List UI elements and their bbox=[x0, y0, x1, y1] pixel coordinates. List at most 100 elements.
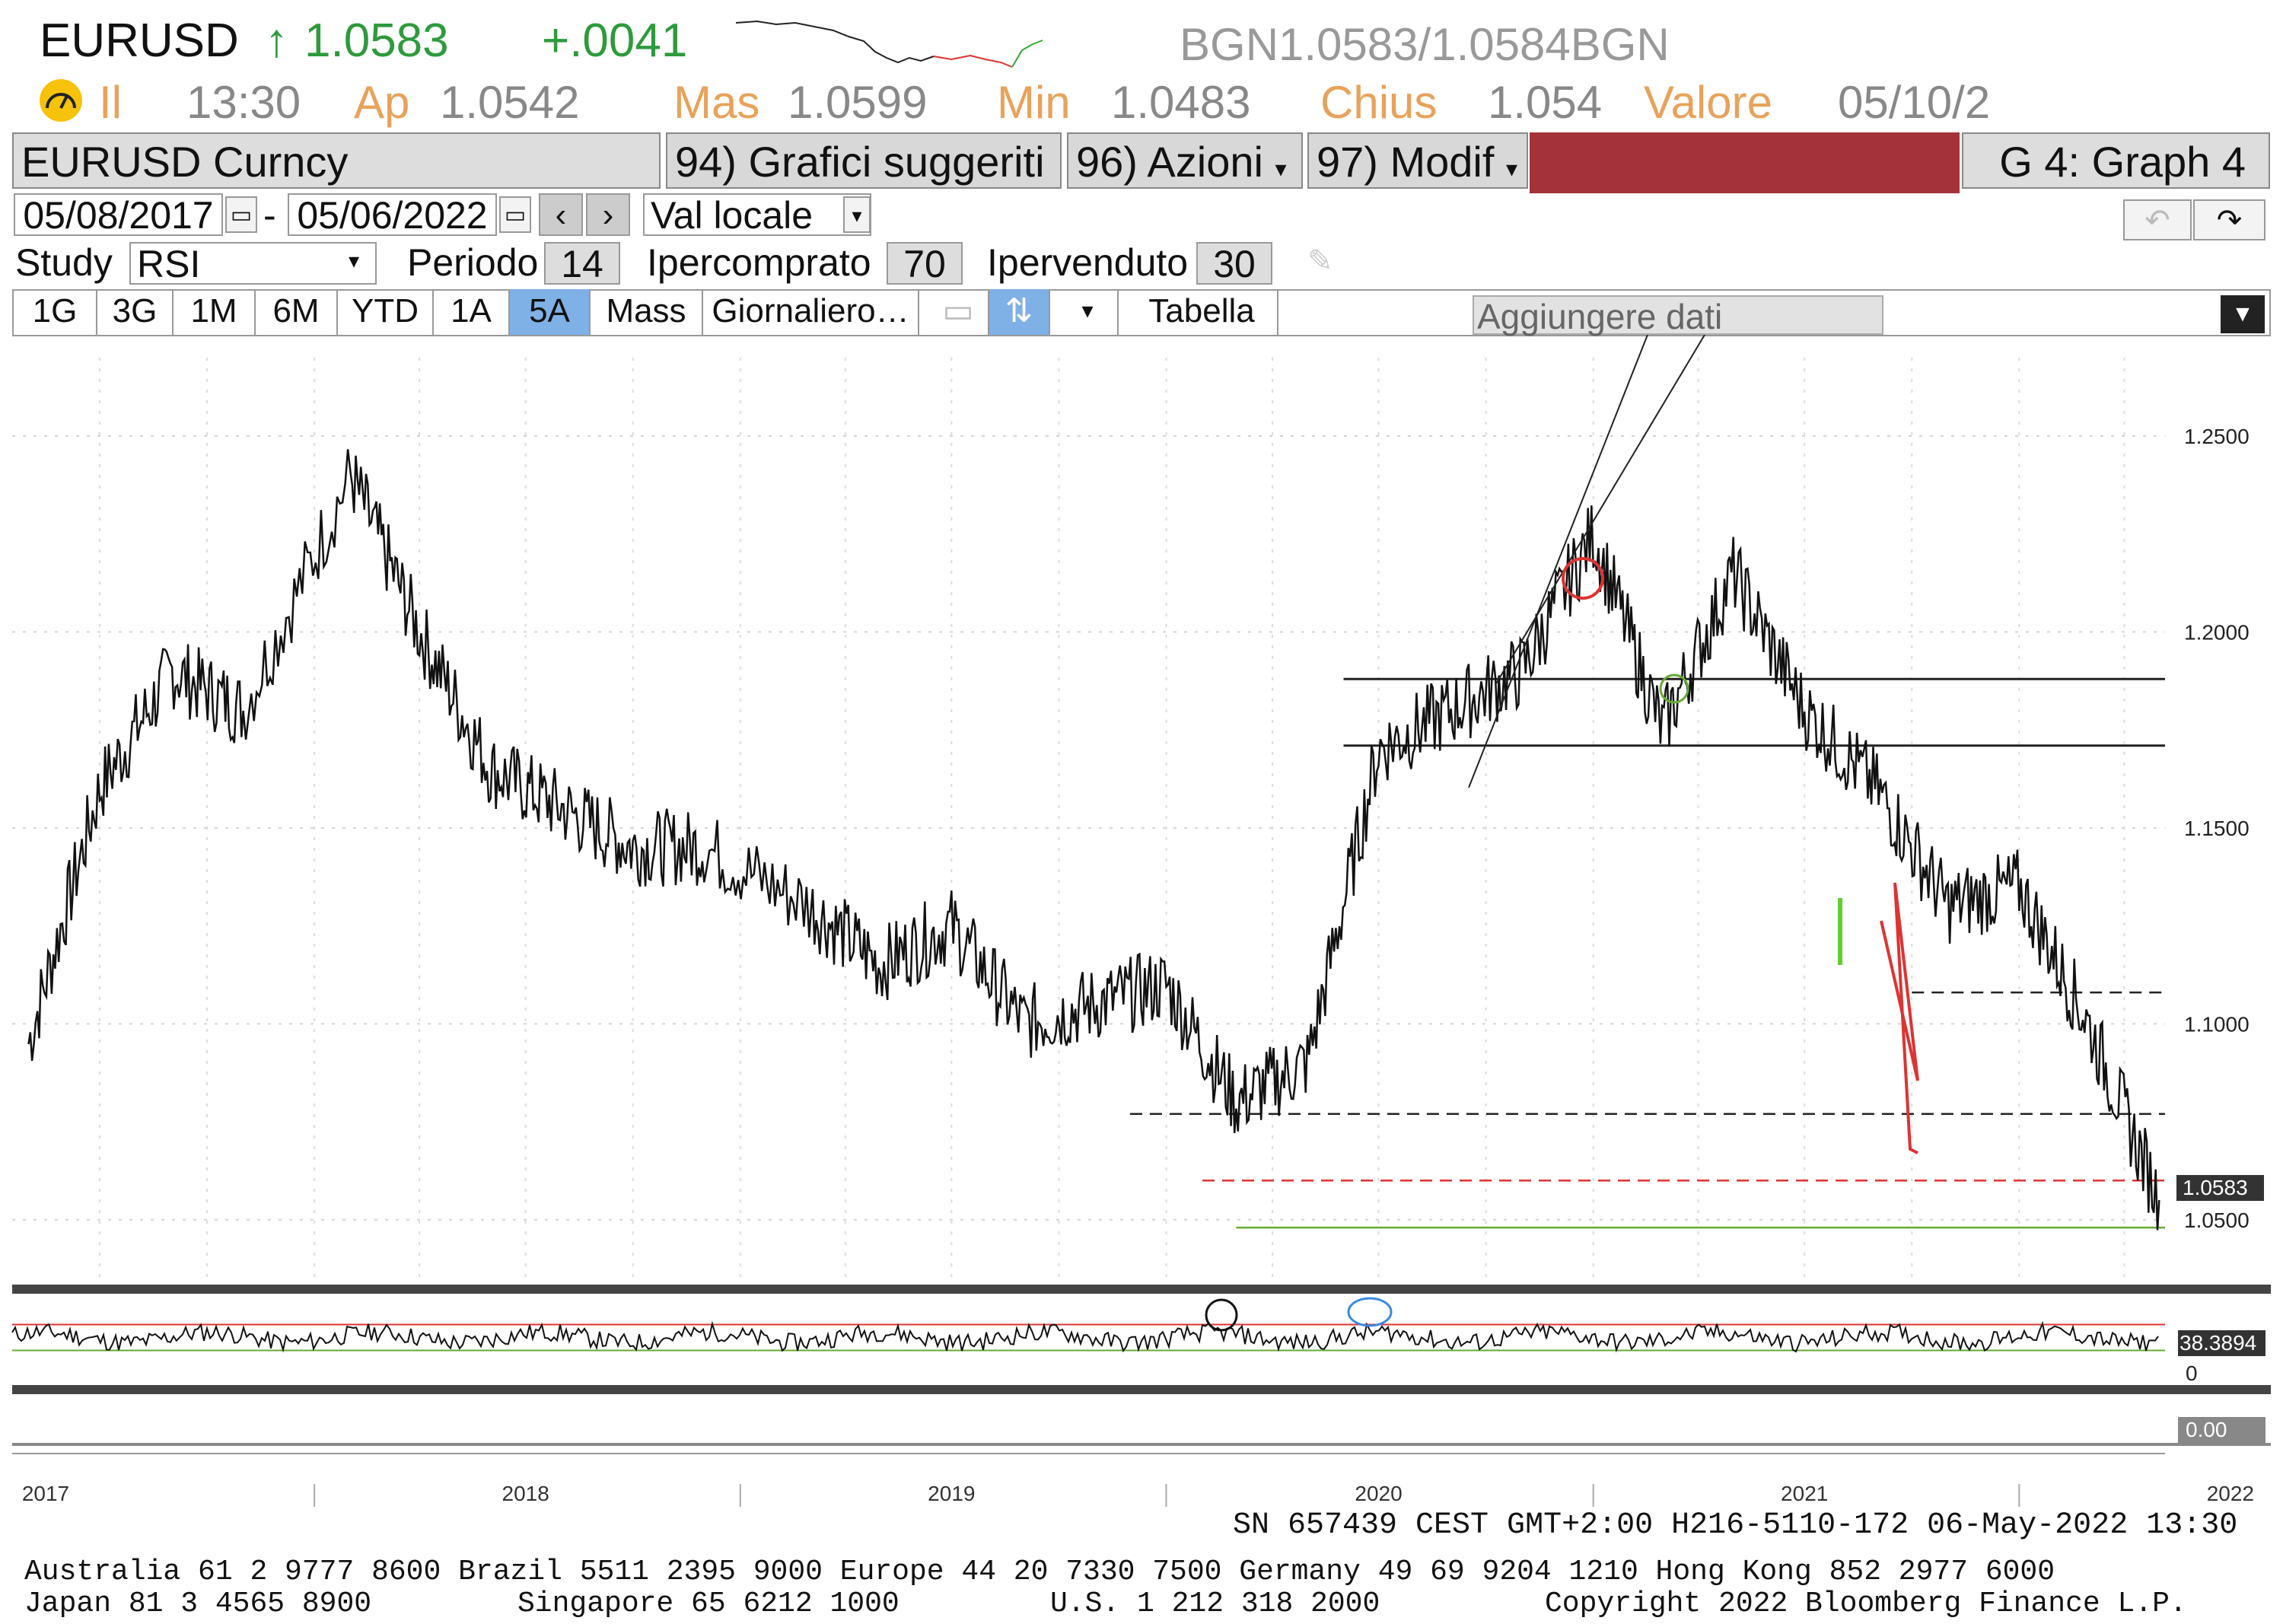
timeframe-max[interactable]: Mass bbox=[591, 289, 703, 335]
calendar-icon[interactable]: ▭ bbox=[499, 196, 531, 233]
study-select[interactable]: RSI bbox=[129, 242, 377, 285]
undo-icon[interactable]: ↶ bbox=[2123, 199, 2192, 240]
close-value: 1.054 bbox=[1488, 77, 1603, 128]
line-type-icon[interactable]: ▭ bbox=[928, 289, 989, 335]
oversold-input[interactable]: 30 bbox=[1196, 242, 1272, 285]
overbought-input[interactable]: 70 bbox=[887, 242, 963, 285]
open-value: 1.0542 bbox=[440, 77, 580, 128]
sparkline bbox=[735, 20, 1043, 68]
x-tick-label: 2020 bbox=[1355, 1482, 1402, 1505]
modify-label: 97) Modif bbox=[1317, 138, 1495, 186]
chevron-down-icon[interactable]: ▾ bbox=[349, 249, 360, 272]
price-series-line bbox=[27, 449, 2160, 1231]
date-separator: - bbox=[263, 194, 276, 237]
lower-panel-tag bbox=[2178, 1417, 2265, 1443]
x-tick-label: 2021 bbox=[1781, 1482, 1828, 1505]
trend-channel-line bbox=[1468, 335, 1648, 788]
redo-icon[interactable]: ↷ bbox=[2193, 199, 2265, 240]
graph-selector[interactable]: G 4: Graph 4 bbox=[1962, 132, 2270, 189]
contacts-singapore: Singapore 65 6212 1000 bbox=[517, 1587, 900, 1620]
frequency-select[interactable]: Giornaliero… bbox=[703, 289, 919, 335]
y-tick-label: 1.1500 bbox=[2184, 817, 2250, 840]
annotation-circle-red bbox=[1562, 557, 1604, 600]
calendar-icon[interactable]: ▭ bbox=[225, 196, 257, 233]
overbought-label: Ipercomprato bbox=[647, 241, 871, 284]
end-date-input[interactable]: 05/06/2022 bbox=[288, 193, 497, 236]
rsi-zero-label: 0 bbox=[2186, 1361, 2198, 1385]
actions-label: 96) Azioni bbox=[1076, 138, 1263, 186]
timeframe-bar bbox=[12, 289, 2271, 336]
security-field[interactable]: EURUSD Curncy bbox=[12, 132, 661, 189]
annotation-circle-black bbox=[1205, 1298, 1238, 1332]
price-change: +.0041 bbox=[542, 14, 688, 67]
suggested-charts-button[interactable]: 94) Grafici suggeriti bbox=[666, 132, 1062, 189]
timeframe-6m[interactable]: 6M bbox=[256, 289, 338, 335]
period-label: Periodo bbox=[407, 241, 539, 284]
price-chart: 1.2500 1.2000 1.1500 1.1000 1.0500 1.0583 38.3… bbox=[11, 335, 2271, 1507]
open-label: Ap bbox=[354, 77, 410, 128]
actions-menu[interactable]: 96) Azioni ▾ bbox=[1067, 132, 1303, 189]
annotation-circle-green bbox=[1659, 673, 1689, 704]
x-tick-label: 2017 bbox=[22, 1482, 69, 1505]
currency-select[interactable]: Val locale bbox=[643, 193, 871, 236]
timeframe-1m[interactable]: 1M bbox=[174, 289, 256, 335]
last-price-tag bbox=[2176, 1175, 2264, 1202]
timeframe-5a[interactable]: 5A bbox=[510, 289, 591, 335]
gauge-icon bbox=[40, 79, 82, 122]
chevron-down-icon[interactable]: ▾ bbox=[1058, 289, 1119, 335]
table-button[interactable]: Tabella bbox=[1126, 289, 1278, 335]
chevron-down-icon: ▾ bbox=[1506, 157, 1518, 182]
period-input[interactable]: 14 bbox=[544, 242, 620, 285]
close-label: Chius bbox=[1320, 77, 1438, 128]
panel-divider bbox=[12, 1443, 2271, 1446]
start-date-input[interactable]: 05/08/2017 bbox=[14, 193, 223, 236]
rsi-value-tag bbox=[2178, 1330, 2265, 1356]
annotation-red-strokes bbox=[1880, 882, 1919, 1154]
oversold-label: Ipervenduto bbox=[987, 241, 1189, 284]
x-tick-label: 2022 bbox=[2207, 1482, 2254, 1505]
value-date: 05/10/2 bbox=[1838, 77, 1991, 128]
lower-panel-value: 0.00 bbox=[2186, 1418, 2227, 1441]
prev-arrow-icon[interactable]: ‹ bbox=[539, 193, 583, 236]
contacts-line-1: Australia 61 2 9777 8600 Brazil 5511 239… bbox=[24, 1556, 2055, 1588]
contacts-us: U.S. 1 212 318 2000 bbox=[1050, 1587, 1380, 1620]
contacts-japan: Japan 81 3 4565 8900 bbox=[24, 1587, 372, 1620]
last-price: 1.0583 bbox=[304, 14, 449, 67]
highlight-block bbox=[1530, 132, 1960, 193]
symbol: EURUSD bbox=[40, 14, 239, 67]
modify-menu[interactable]: 97) Modif ▾ bbox=[1307, 132, 1528, 189]
value-date-label: Valore bbox=[1644, 77, 1772, 128]
x-tick-label: 2018 bbox=[502, 1482, 549, 1505]
add-data-field[interactable]: Aggiungere dati bbox=[1473, 295, 1883, 336]
study-label: Study bbox=[15, 241, 113, 284]
y-tick-label: 1.0500 bbox=[2184, 1208, 2250, 1232]
rsi-value-text: 38.3894 bbox=[2180, 1331, 2256, 1355]
timeframe-1a[interactable]: 1A bbox=[434, 289, 510, 335]
chevron-down-icon: ▾ bbox=[1275, 157, 1287, 182]
panel-divider bbox=[12, 1385, 2271, 1394]
next-arrow-icon[interactable]: › bbox=[586, 193, 630, 236]
low-value: 1.0483 bbox=[1111, 77, 1251, 128]
bid-ask: BGN1.0583/1.0584BGN bbox=[1180, 19, 1670, 70]
x-tick-label: 2019 bbox=[928, 1482, 975, 1505]
y-tick-label: 1.1000 bbox=[2184, 1012, 2250, 1036]
last-price-tag-text: 1.0583 bbox=[2183, 1176, 2248, 1199]
timeframe-3g[interactable]: 3G bbox=[97, 289, 174, 335]
timeframe-ytd[interactable]: YTD bbox=[338, 289, 434, 335]
copyright: Copyright 2022 Bloomberg Finance L.P. bbox=[1545, 1587, 2187, 1620]
dropdown-toggle-icon[interactable]: ▼ bbox=[2221, 295, 2265, 333]
compare-icon[interactable]: ⇅ bbox=[989, 289, 1050, 335]
pencil-icon[interactable]: ✎ bbox=[1307, 244, 1333, 278]
currency-label: Val locale bbox=[651, 194, 814, 237]
session-info: SN 657439 CEST GMT+2:00 H216-5110-172 06… bbox=[1233, 1508, 2238, 1543]
y-tick-label: 1.2500 bbox=[2184, 425, 2250, 448]
study-value: RSI bbox=[137, 243, 201, 285]
time-label: Il bbox=[99, 77, 122, 128]
high-value: 1.0599 bbox=[788, 77, 928, 128]
chevron-down-icon[interactable]: ▾ bbox=[843, 196, 871, 233]
rsi-series-line bbox=[11, 1320, 2159, 1353]
timeframe-1g[interactable]: 1G bbox=[14, 289, 97, 335]
time-value: 13:30 bbox=[186, 77, 301, 128]
high-label: Mas bbox=[673, 77, 760, 128]
annotation-circle-blue bbox=[1347, 1297, 1393, 1327]
